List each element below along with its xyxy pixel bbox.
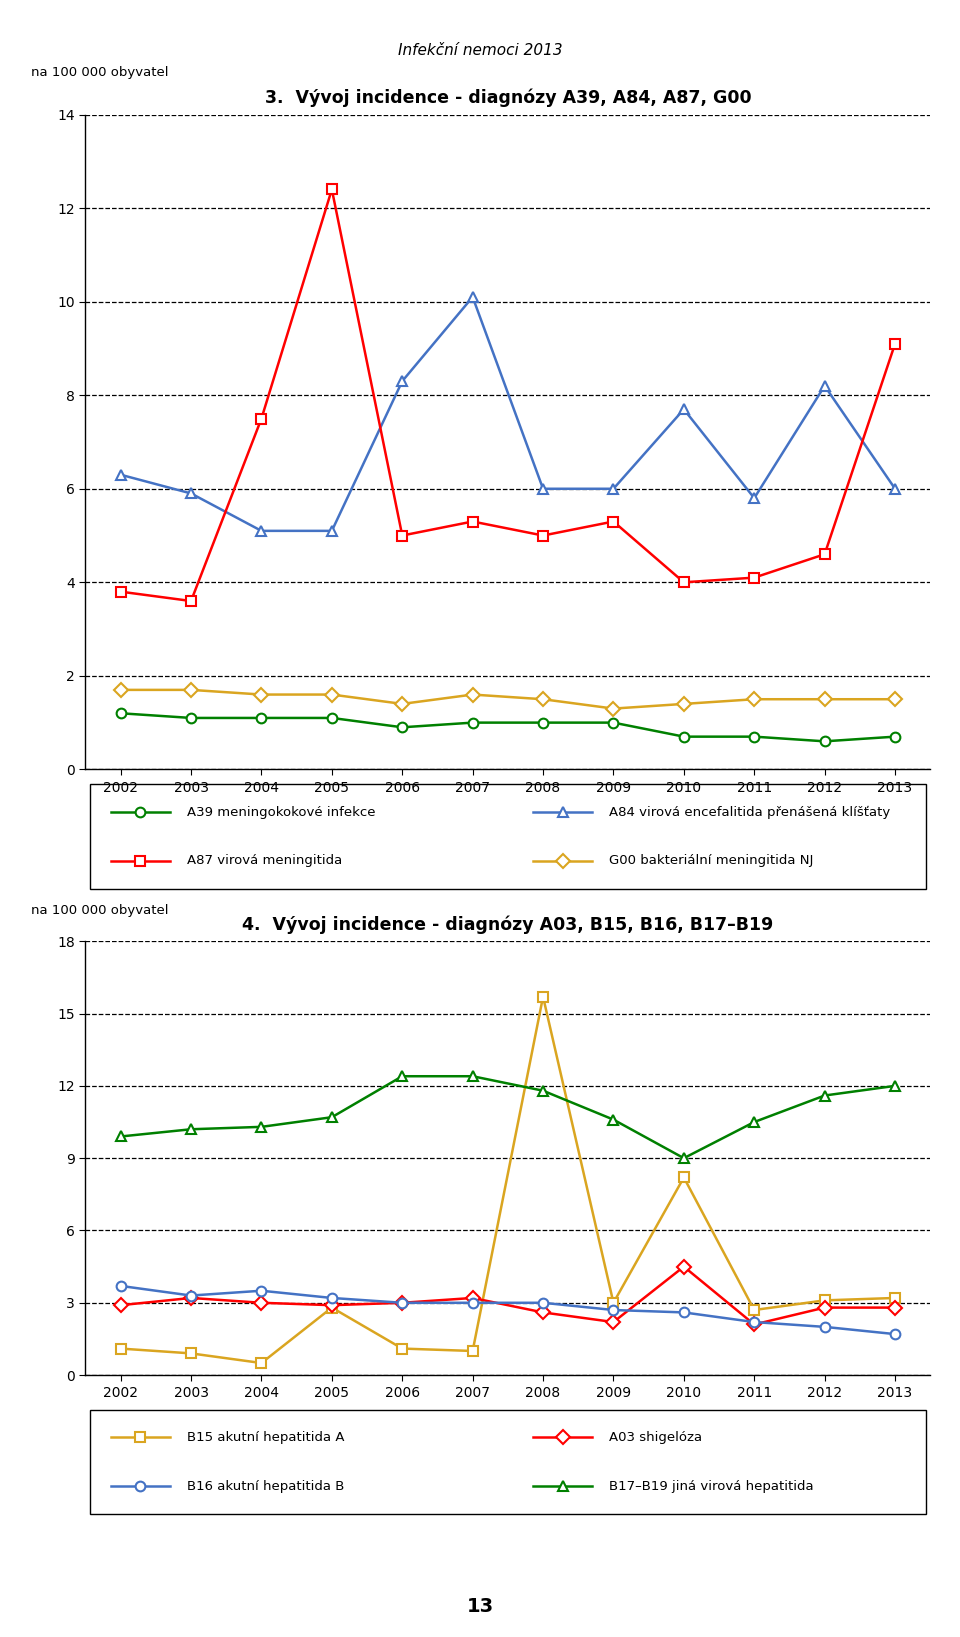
Text: G00 bakteriální meningitida NJ: G00 bakteriální meningitida NJ	[610, 855, 813, 868]
Text: A87 virová meningitida: A87 virová meningitida	[187, 855, 342, 868]
Title: 3.  Vývoj incidence - diagnózy A39, A84, A87, G00: 3. Vývoj incidence - diagnózy A39, A84, …	[265, 88, 751, 108]
Text: A39 meningokokové infekce: A39 meningokokové infekce	[187, 805, 375, 818]
Text: na 100 000 obyvatel: na 100 000 obyvatel	[31, 65, 168, 79]
Text: B16 akutní hepatitida B: B16 akutní hepatitida B	[187, 1480, 345, 1493]
Text: A84 virová encefalitida přenášená klíšťaty: A84 virová encefalitida přenášená klíšťa…	[610, 805, 891, 818]
Text: B17–B19 jiná virová hepatitida: B17–B19 jiná virová hepatitida	[610, 1480, 814, 1493]
Text: na 100 000 obyvatel: na 100 000 obyvatel	[31, 904, 168, 917]
Title: 4.  Vývoj incidence - diagnózy A03, B15, B16, B17–B19: 4. Vývoj incidence - diagnózy A03, B15, …	[242, 915, 774, 935]
Text: A03 shigelóza: A03 shigelóza	[610, 1431, 703, 1444]
Text: B15 akutní hepatitida A: B15 akutní hepatitida A	[187, 1431, 345, 1444]
Text: Infekční nemoci 2013: Infekční nemoci 2013	[397, 43, 563, 57]
Text: 13: 13	[467, 1596, 493, 1616]
